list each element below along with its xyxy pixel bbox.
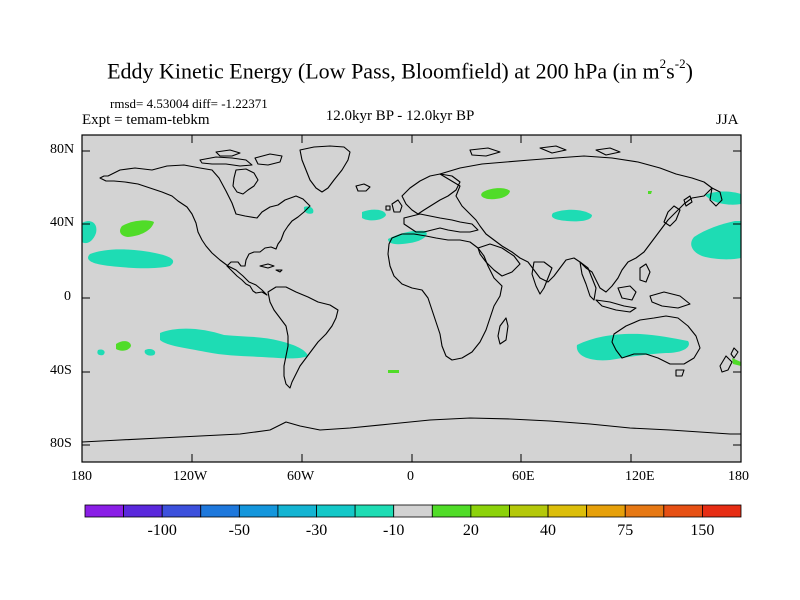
colorbar-label: -10	[383, 522, 404, 539]
colorbar-box	[238, 504, 279, 518]
colorbar-box	[354, 504, 395, 518]
colorbar-labels: -100 -50 -30 -10 20 40 75 150	[148, 522, 715, 539]
map-area	[82, 135, 741, 462]
lon-tick-180w: 180	[71, 469, 92, 484]
colorbar-box	[702, 504, 742, 518]
chart-title: Eddy Kinetic Energy (Low Pass, Bloomfiel…	[107, 56, 693, 84]
lat-tick-80n: 80N	[50, 142, 75, 157]
colorbar-label: -100	[148, 522, 177, 539]
colorbar-boxes	[84, 504, 742, 518]
lat-ticks	[82, 150, 741, 446]
lat-tick-0: 0	[64, 289, 71, 304]
lon-ticks	[81, 135, 742, 462]
experiment-label: Expt = temam-tebkm	[82, 112, 210, 128]
colorbar-box	[123, 504, 163, 518]
season-label: JJA	[716, 112, 739, 128]
lon-tick-120e: 120E	[625, 469, 655, 484]
colorbar-box	[316, 504, 356, 518]
lon-tick-120w: 120W	[173, 469, 208, 484]
colorbar-box	[431, 504, 472, 518]
colorbar-label: 150	[690, 522, 714, 539]
colorbar-box	[586, 504, 626, 518]
lon-tick-60w: 60W	[287, 469, 315, 484]
colorbar-box	[84, 504, 124, 518]
positive-anomaly-patches	[116, 188, 741, 373]
colorbar-box	[277, 504, 317, 518]
colorbar-label: -30	[306, 522, 327, 539]
colorbar-label: 20	[463, 522, 479, 539]
colorbar-box	[547, 504, 588, 518]
colorbar-label: 75	[617, 522, 633, 539]
lon-tick-0: 0	[407, 469, 414, 484]
period-label: 12.0kyr BP - 12.0kyr BP	[325, 108, 475, 124]
colorbar-box	[663, 504, 703, 518]
lat-tick-80s: 80S	[50, 436, 72, 451]
coastlines	[81, 145, 741, 443]
colorbar-box	[200, 504, 240, 518]
lon-tick-60e: 60E	[512, 469, 535, 484]
lon-tick-180e: 180	[728, 469, 749, 484]
colorbar-box	[161, 504, 202, 518]
colorbar-box	[509, 504, 549, 518]
colorbar-box	[393, 504, 433, 518]
colorbar-box	[470, 504, 510, 518]
colorbar-label: -50	[229, 522, 250, 539]
negative-anomaly-patches	[82, 191, 741, 361]
colorbar-label: 40	[540, 522, 556, 539]
colorbar-box	[624, 504, 665, 518]
lat-tick-40s: 40S	[50, 363, 72, 378]
lat-tick-40n: 40N	[50, 215, 75, 230]
rmsd-diff-stats: rmsd= 4.53004 diff= -1.22371	[110, 96, 268, 111]
